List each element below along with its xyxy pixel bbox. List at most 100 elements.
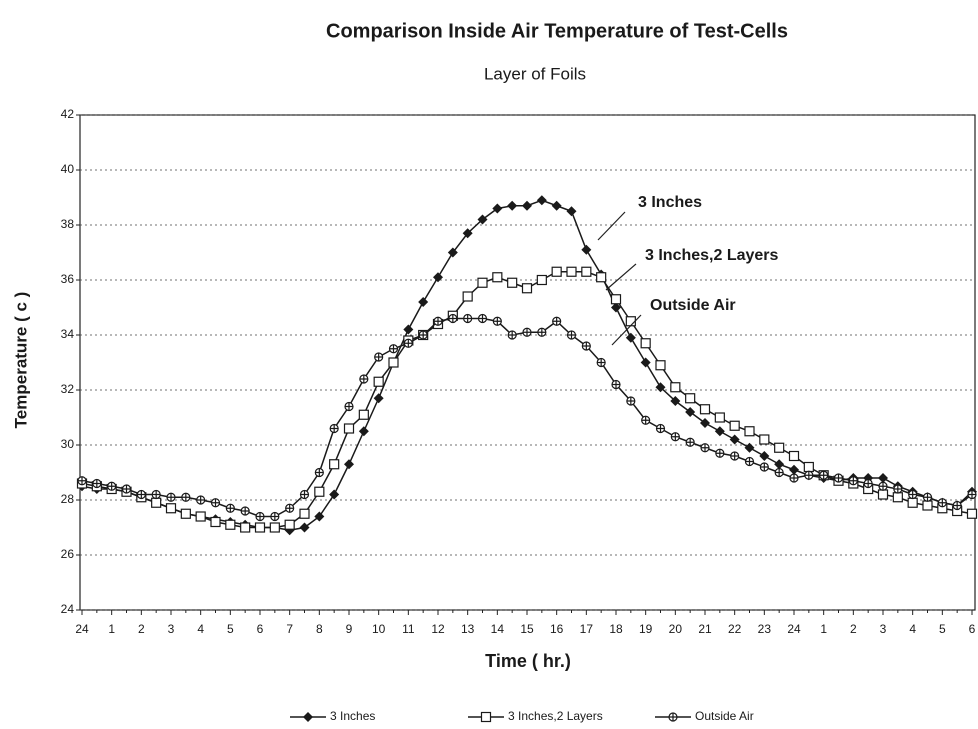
data-point (938, 499, 946, 507)
y-tick-label: 30 (61, 437, 75, 451)
data-point (493, 273, 502, 282)
chart-title: Comparison Inside Air Temperature of Tes… (326, 20, 788, 42)
data-point (864, 480, 872, 488)
data-point (894, 485, 902, 493)
data-point (908, 498, 917, 507)
data-point (731, 452, 739, 460)
data-point (805, 471, 813, 479)
data-point (493, 317, 501, 325)
data-point (301, 491, 309, 499)
y-tick-label: 28 (61, 492, 75, 506)
data-point (626, 317, 635, 326)
x-tick-label: 5 (939, 622, 946, 636)
series-line (82, 319, 972, 517)
y-tick-label: 26 (61, 547, 75, 561)
data-point (597, 359, 605, 367)
data-point (909, 491, 917, 499)
data-point (567, 267, 576, 276)
x-tick-label: 3 (880, 622, 887, 636)
data-point (567, 206, 577, 216)
data-point (669, 713, 677, 721)
data-point (403, 325, 413, 335)
data-point (167, 493, 175, 501)
data-point (522, 201, 532, 211)
data-point (360, 375, 368, 383)
data-point (804, 463, 813, 472)
data-point (345, 403, 353, 411)
data-point (686, 438, 694, 446)
data-point (226, 504, 234, 512)
x-tick-label: 2 (138, 622, 145, 636)
data-point (478, 278, 487, 287)
x-tick-label: 5 (227, 622, 234, 636)
data-point (790, 474, 798, 482)
x-tick-label: 2 (850, 622, 857, 636)
data-point (329, 490, 339, 500)
x-tick-label: 4 (197, 622, 204, 636)
data-point (256, 513, 264, 521)
data-point (241, 507, 249, 515)
data-point (482, 713, 491, 722)
data-point (760, 463, 768, 471)
x-tick-label: 11 (402, 622, 415, 636)
x-tick-label: 22 (728, 622, 742, 636)
data-point (923, 501, 932, 510)
data-point (241, 523, 250, 532)
data-point (641, 339, 650, 348)
data-point (303, 712, 313, 722)
data-point (968, 509, 977, 518)
data-point (344, 459, 354, 469)
data-point (581, 245, 591, 255)
data-point (389, 358, 398, 367)
data-point (374, 377, 383, 386)
data-point (479, 315, 487, 323)
data-point (285, 520, 294, 529)
data-point (152, 498, 161, 507)
data-point (256, 523, 265, 532)
data-point (641, 358, 651, 368)
data-point (746, 458, 754, 466)
x-tick-label: 20 (669, 622, 683, 636)
data-point (212, 499, 220, 507)
x-tick-label: 6 (257, 622, 264, 636)
x-tick-label: 21 (698, 622, 712, 636)
x-tick-label: 6 (969, 622, 976, 636)
data-point (433, 272, 443, 282)
x-tick-label: 12 (431, 622, 445, 636)
data-point (745, 427, 754, 436)
data-point (286, 504, 294, 512)
data-point (390, 345, 398, 353)
x-tick-label: 8 (316, 622, 323, 636)
data-point (849, 477, 857, 485)
data-point (359, 426, 369, 436)
data-point (878, 473, 888, 483)
data-point (315, 487, 324, 496)
data-point (775, 443, 784, 452)
data-point (582, 342, 590, 350)
annotation: 3 Inches (638, 194, 702, 211)
data-point (345, 424, 354, 433)
data-point (774, 459, 784, 469)
data-point (879, 490, 888, 499)
data-point (701, 444, 709, 452)
data-point (152, 491, 160, 499)
annotation: Outside Air (650, 297, 736, 314)
data-point (538, 328, 546, 336)
chart: Comparison Inside Air Temperature of Tes… (0, 0, 978, 729)
data-point (374, 393, 384, 403)
data-point (419, 331, 427, 339)
chart-subtitle: Layer of Foils (484, 64, 586, 83)
data-point (78, 477, 86, 485)
data-point (568, 331, 576, 339)
legend-label: 3 Inches (330, 709, 375, 723)
data-point (657, 425, 665, 433)
data-point (271, 513, 279, 521)
data-point (123, 485, 131, 493)
plot-frame (80, 115, 975, 610)
data-point (745, 443, 755, 453)
legend-label: 3 Inches,2 Layers (508, 709, 603, 723)
y-tick-label: 36 (61, 272, 75, 286)
data-point (330, 460, 339, 469)
x-tick-label: 4 (909, 622, 916, 636)
data-point (953, 502, 961, 510)
